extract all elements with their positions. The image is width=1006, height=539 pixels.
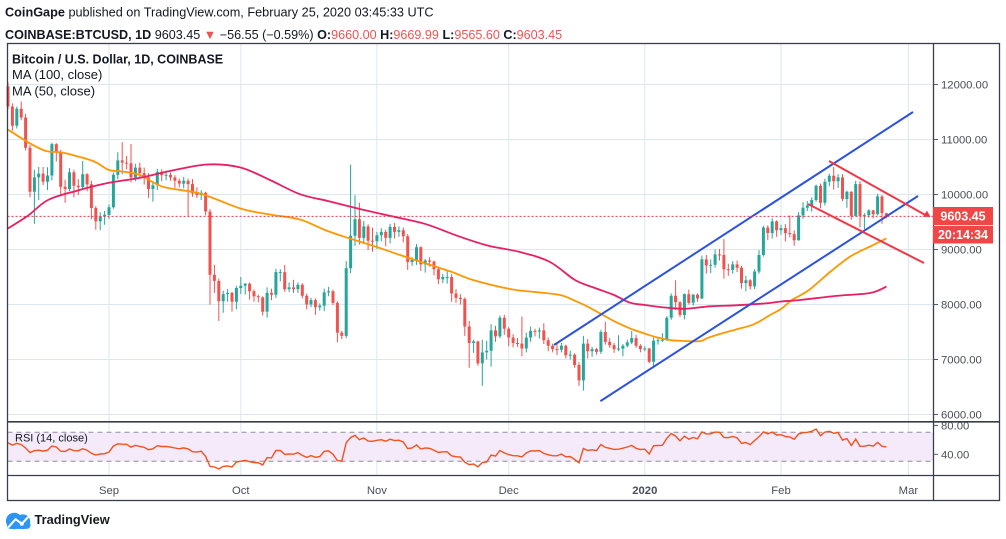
svg-text:11000.00: 11000.00 [941,135,987,147]
svg-text:80.00: 80.00 [941,421,969,433]
svg-text:RSI (14, close): RSI (14, close) [15,433,88,445]
svg-text:CoinGape published on TradingV: CoinGape published on TradingView.com, F… [5,5,434,19]
svg-text:7000.00: 7000.00 [941,355,982,367]
svg-text:TradingView: TradingView [35,512,110,527]
svg-text:MA (50, close): MA (50, close) [12,84,95,99]
svg-text:Mar: Mar [899,485,919,497]
svg-text:20:14:34: 20:14:34 [938,228,988,242]
svg-text:Dec: Dec [499,485,519,497]
svg-text:6000.00: 6000.00 [941,410,982,422]
svg-text:Nov: Nov [367,485,387,497]
svg-text:COINBASE:BTCUSD, 1D 9603.45 ▼: COINBASE:BTCUSD, 1D 9603.45 ▼ −56.55 (−0… [5,28,562,42]
svg-text:40.00: 40.00 [941,450,969,462]
svg-text:Bitcoin / U.S. Dollar, 1D, COI: Bitcoin / U.S. Dollar, 1D, COINBASE [12,53,223,67]
svg-text:Sep: Sep [99,485,119,497]
svg-text:8000.00: 8000.00 [941,300,982,312]
svg-text:Oct: Oct [232,485,250,497]
svg-text:12000.00: 12000.00 [941,80,988,92]
svg-text:9603.45: 9603.45 [940,210,985,224]
svg-text:Feb: Feb [771,485,790,497]
svg-text:10000.00: 10000.00 [941,190,988,202]
svg-text:MA (100, close): MA (100, close) [12,67,102,82]
svg-text:9000.00: 9000.00 [941,245,982,257]
svg-text:2020: 2020 [632,485,657,497]
